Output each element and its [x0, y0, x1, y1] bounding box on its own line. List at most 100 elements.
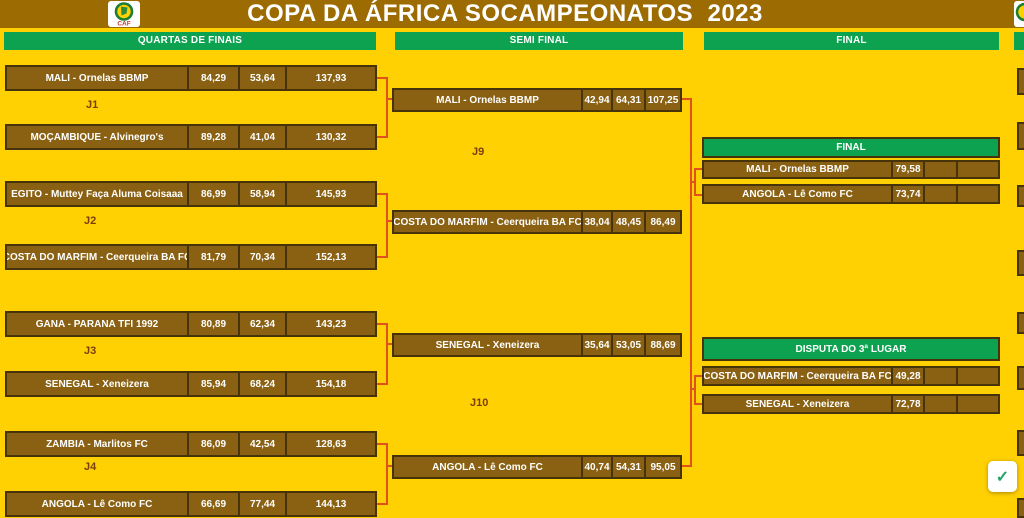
team-name[interactable]: MALI - Ornelas BBMP	[436, 94, 539, 106]
score-1[interactable]: 85,94	[187, 373, 238, 395]
team-name[interactable]: ZAMBIA - Marlitos FC	[46, 438, 148, 450]
score-total[interactable]: 88,69	[644, 335, 680, 355]
score-2[interactable]: 77,44	[238, 493, 285, 515]
score-1[interactable]: 89,28	[187, 126, 238, 148]
team-name[interactable]: COSTA DO MARFIM - Ceerqueira BA FC	[7, 251, 187, 263]
team-name[interactable]: GANA - PARANA TFI 1992	[35, 318, 159, 330]
score-2[interactable]: 54,31	[611, 457, 644, 477]
sf-row-angola[interactable]: ANGOLA - Lê Como FC 40,74 54,31 95,05	[392, 455, 682, 479]
qf-row-senegal[interactable]: SENEGAL - Xeneizera 85,94 68,24 154,18	[5, 371, 377, 397]
empty-cell[interactable]	[956, 186, 998, 202]
team-name[interactable]: MOÇAMBIQUE - Alvinegro's	[30, 131, 164, 143]
third-place-row-costa-do-marfim[interactable]: COSTA DO MARFIM - Ceerqueira BA FC 49,28	[702, 366, 1000, 386]
clipped-cell-fragment	[1017, 250, 1024, 276]
sf-row-mali[interactable]: MALI - Ornelas BBMP 42,94 64,31 107,25	[392, 88, 682, 112]
caf-logo: CAF	[108, 1, 140, 28]
qf-row-angola[interactable]: ANGOLA - Lê Como FC 66,69 77,44 144,13	[5, 491, 377, 517]
clipped-cell-fragment	[1017, 312, 1024, 334]
score-total[interactable]: 145,93	[285, 183, 375, 205]
score-1[interactable]: 80,89	[187, 313, 238, 335]
empty-cell[interactable]	[923, 162, 956, 177]
team-name[interactable]: SENEGAL - Xeneizera	[45, 378, 149, 390]
clipped-cell-fragment	[1017, 122, 1024, 150]
score-1[interactable]: 66,69	[187, 493, 238, 515]
third-place-header: DISPUTA DO 3ª LUGAR	[702, 337, 1000, 361]
bracket-connector	[386, 193, 388, 258]
score-1[interactable]: 86,99	[187, 183, 238, 205]
team-name[interactable]: SENEGAL - Xeneizera	[435, 339, 540, 351]
score-1[interactable]: 84,29	[187, 67, 238, 89]
final-row-angola[interactable]: ANGOLA - Lê Como FC 73,74	[702, 184, 1000, 204]
qf-row-zambia[interactable]: ZAMBIA - Marlitos FC 86,09 42,54 128,63	[5, 431, 377, 457]
score-1[interactable]: 81,79	[187, 246, 238, 268]
sf-row-costa-do-marfim[interactable]: COSTA DO MARFIM - Ceerqueira BA FC 38,04…	[392, 210, 682, 234]
empty-cell[interactable]	[923, 368, 956, 384]
confirm-check-button[interactable]: ✓	[988, 461, 1017, 492]
team-name[interactable]: ANGOLA - Lê Como FC	[41, 498, 153, 510]
empty-cell[interactable]	[956, 396, 998, 412]
clipped-cell-fragment	[1017, 366, 1024, 390]
sf-row-senegal[interactable]: SENEGAL - Xeneizera 35,64 53,05 88,69	[392, 333, 682, 357]
empty-cell[interactable]	[923, 186, 956, 202]
score-total[interactable]: 128,63	[285, 433, 375, 455]
empty-cell[interactable]	[956, 368, 998, 384]
page-title: COPA DA ÁFRICA SOCAMPEONATOS 2023	[247, 0, 763, 27]
score-total[interactable]: 144,13	[285, 493, 375, 515]
score-total[interactable]: 130,32	[285, 126, 375, 148]
score-2[interactable]: 64,31	[611, 90, 644, 110]
team-name[interactable]: SENEGAL - Xeneizera	[745, 398, 850, 410]
qf-row-mali[interactable]: MALI - Ornelas BBMP 84,29 53,64 137,93	[5, 65, 377, 91]
score-2[interactable]: 48,45	[611, 212, 644, 232]
team-name[interactable]: ANGOLA - Lê Como FC	[432, 461, 543, 473]
qf-row-costa-do-marfim[interactable]: COSTA DO MARFIM - Ceerqueira BA FC 81,79…	[5, 244, 377, 270]
score-total[interactable]: 79,58	[891, 162, 923, 177]
team-name[interactable]: ANGOLA - Lê Como FC	[742, 188, 853, 200]
score-1[interactable]: 86,09	[187, 433, 238, 455]
third-place-row-senegal[interactable]: SENEGAL - Xeneizera 72,78	[702, 394, 1000, 414]
score-2[interactable]: 53,05	[611, 335, 644, 355]
qf-row-egito[interactable]: EGITO - Muttey Faça Aluma Coisaaa 86,99 …	[5, 181, 377, 207]
score-total[interactable]: 86,49	[644, 212, 680, 232]
bracket-connector	[386, 98, 392, 100]
score-total[interactable]: 143,23	[285, 313, 375, 335]
team-name[interactable]: EGITO - Muttey Faça Aluma Coisaaa	[11, 188, 183, 200]
score-1[interactable]: 40,74	[581, 457, 611, 477]
score-2[interactable]: 42,54	[238, 433, 285, 455]
score-total[interactable]: 49,28	[891, 368, 923, 384]
clipped-cell-fragment	[1017, 185, 1024, 207]
bracket-connector	[377, 256, 388, 258]
score-2[interactable]: 70,34	[238, 246, 285, 268]
score-total[interactable]: 137,93	[285, 67, 375, 89]
score-1[interactable]: 38,04	[581, 212, 611, 232]
final-row-mali[interactable]: MALI - Ornelas BBMP 79,58	[702, 160, 1000, 179]
team-name[interactable]: COSTA DO MARFIM - Ceerqueira BA FC	[704, 370, 891, 382]
score-2[interactable]: 41,04	[238, 126, 285, 148]
team-name[interactable]: MALI - Ornelas BBMP	[746, 164, 849, 175]
score-1[interactable]: 42,94	[581, 90, 611, 110]
bracket-connector	[690, 388, 695, 390]
qf-row-gana[interactable]: GANA - PARANA TFI 1992 80,89 62,34 143,2…	[5, 311, 377, 337]
score-1[interactable]: 35,64	[581, 335, 611, 355]
score-total[interactable]: 107,25	[644, 90, 680, 110]
empty-cell[interactable]	[956, 162, 998, 177]
score-total[interactable]: 72,78	[891, 396, 923, 412]
bracket-connector	[386, 343, 392, 345]
score-2[interactable]: 68,24	[238, 373, 285, 395]
qf-row-mocambique[interactable]: MOÇAMBIQUE - Alvinegro's 89,28 41,04 130…	[5, 124, 377, 150]
score-2[interactable]: 62,34	[238, 313, 285, 335]
bracket-connector	[694, 194, 702, 196]
score-2[interactable]: 53,64	[238, 67, 285, 89]
team-name[interactable]: COSTA DO MARFIM - Ceerqueira BA FC	[394, 216, 581, 228]
match-label-j1: J1	[86, 99, 99, 111]
score-total[interactable]: 152,13	[285, 246, 375, 268]
empty-cell[interactable]	[923, 396, 956, 412]
score-total[interactable]: 95,05	[644, 457, 680, 477]
bracket-connector	[386, 220, 392, 222]
score-total[interactable]: 154,18	[285, 373, 375, 395]
bracket-connector	[377, 383, 388, 385]
svg-text:CAF: CAF	[117, 21, 130, 28]
score-total[interactable]: 73,74	[891, 186, 923, 202]
score-2[interactable]: 58,94	[238, 183, 285, 205]
team-name[interactable]: MALI - Ornelas BBMP	[45, 72, 149, 84]
clipped-cell-fragment	[1017, 430, 1024, 456]
